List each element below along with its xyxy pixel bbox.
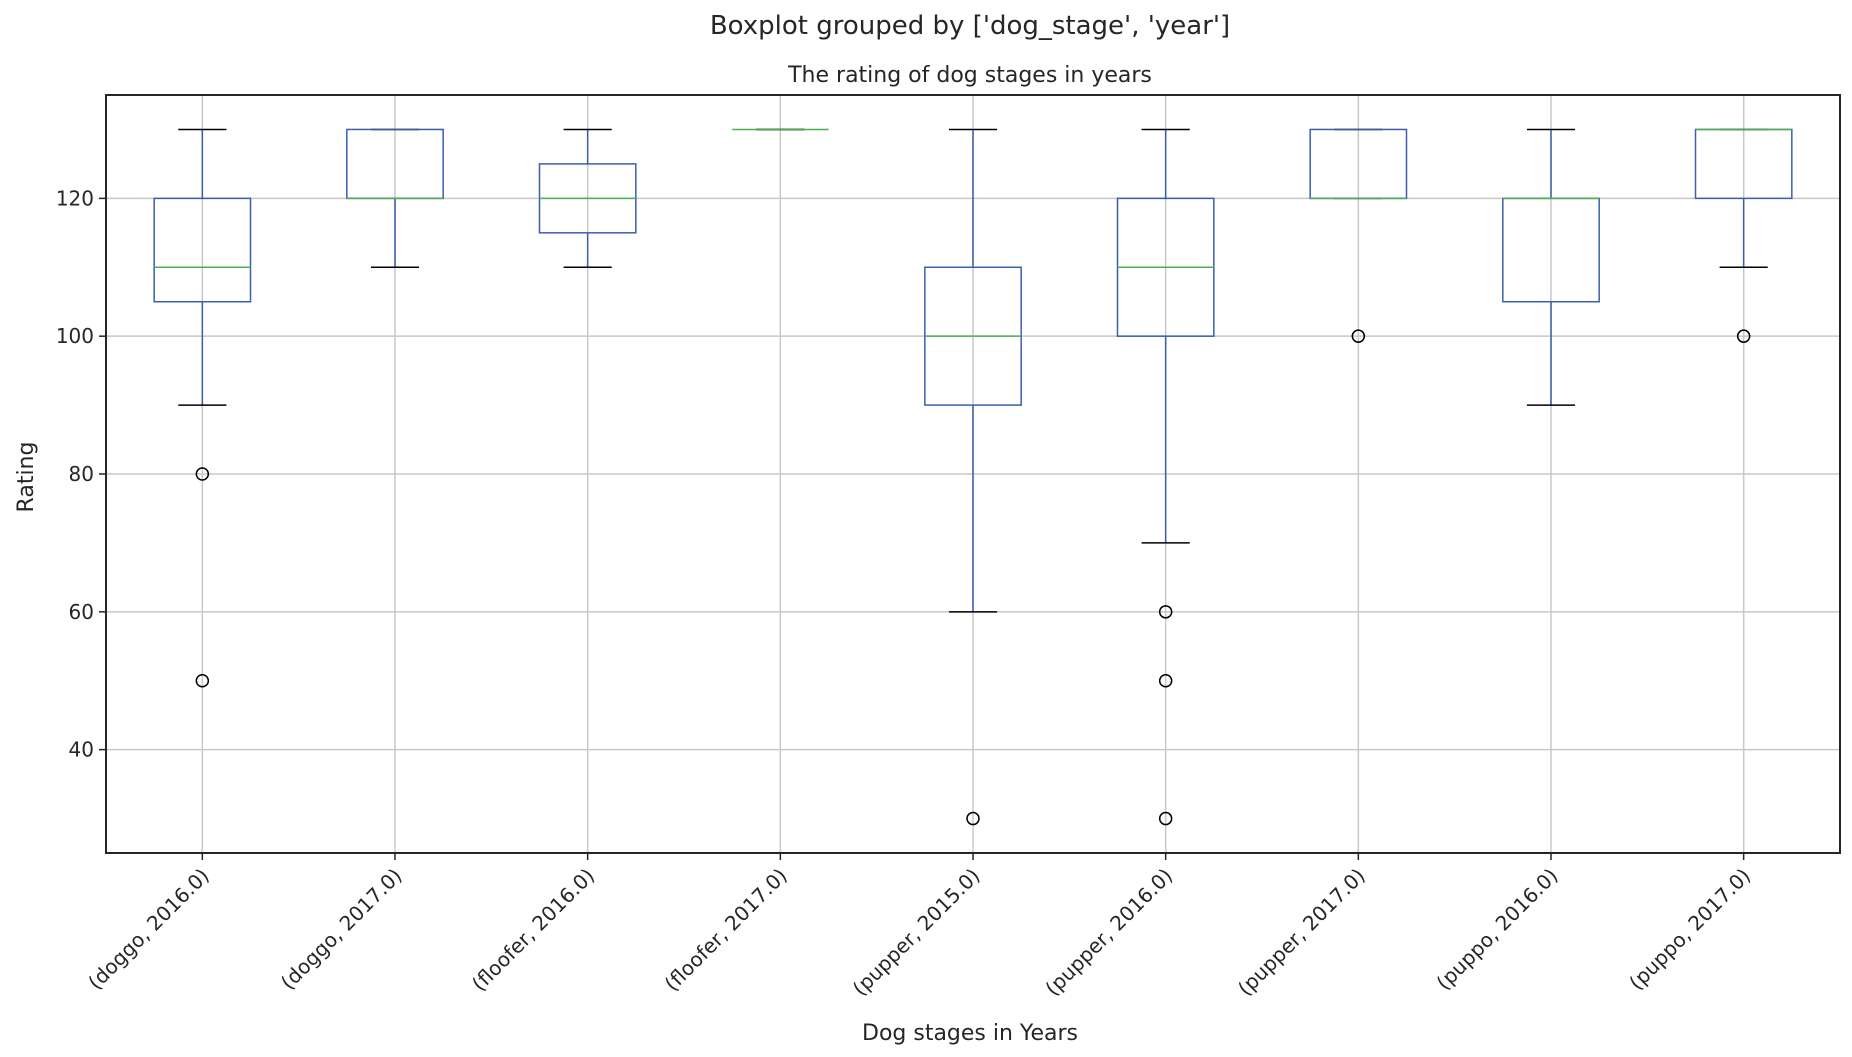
y-tick-label: 100 [56,324,94,348]
box-group [1502,128,1600,406]
box-group [538,128,637,269]
outlier-point [1158,811,1173,826]
chart-suptitle: Boxplot grouped by ['dog_stage', 'year'] [710,11,1230,41]
outlier-point [966,811,980,826]
box-group [1116,128,1215,826]
x-tick-label: (doggo, 2016.0) [83,864,214,995]
boxes-layer [153,128,1793,826]
box-group [1309,128,1408,343]
x-tick-label: (pupper, 2017.0) [1233,864,1370,1001]
y-tick-label: 40 [69,738,94,762]
outlier-point [1158,673,1173,688]
iqr-box [153,197,252,303]
box-group [924,128,1022,826]
box-group [153,128,252,688]
x-tick-label: (floofer, 2016.0) [467,864,599,996]
y-axis-label: Rating [14,442,39,513]
x-tick-label: (doggo, 2017.0) [276,864,407,995]
outlier-point [1351,329,1366,343]
y-tick-label: 120 [56,186,94,210]
outlier-point [195,467,210,481]
box-group [346,128,444,269]
x-axis-label: Dog stages in Years [862,1021,1078,1046]
y-tick-label: 80 [69,462,94,486]
x-tick-label: (floofer, 2017.0) [660,864,792,996]
outlier-point [1158,605,1173,619]
x-tick-label: (puppo, 2016.0) [1431,864,1562,995]
x-tick-label: (puppo, 2017.0) [1624,864,1755,995]
x-tick-label: (pupper, 2015.0) [848,864,985,1001]
ticks-layer: 40 60 80 100 120 (doggo, 2016.0) (doggo, 2017.… [56,186,1755,1000]
x-tick-label: (pupper, 2016.0) [1040,864,1177,1001]
y-tick-label: 60 [69,600,94,624]
chart-title: The rating of dog stages in years [787,63,1152,88]
outlier-point [195,673,210,688]
box-group [1694,128,1793,343]
outlier-point [1736,329,1751,343]
